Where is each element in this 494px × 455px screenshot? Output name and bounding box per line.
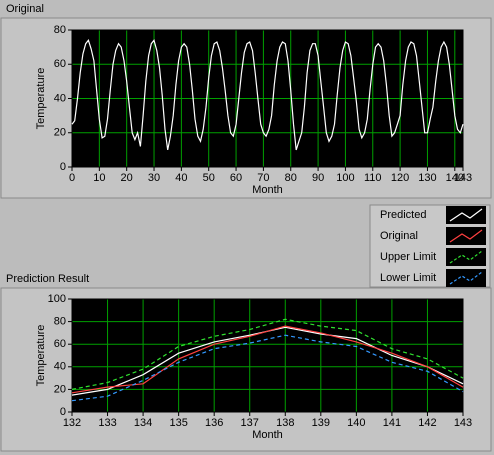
chart-title: Prediction Result [6, 273, 89, 285]
x-tick-label: 140 [446, 172, 464, 184]
y-axis-label: Temperature [35, 68, 47, 130]
legend-swatch [449, 208, 483, 222]
x-tick-label: 132 [63, 417, 81, 429]
legend-label: Original [380, 230, 418, 242]
x-tick-label: 90 [312, 172, 324, 184]
y-axis-label: Temperature [35, 325, 47, 387]
x-tick-label: 80 [285, 172, 297, 184]
x-tick-label: 134 [134, 417, 152, 429]
x-tick-label: 138 [276, 417, 294, 429]
y-tick-label: 60 [54, 58, 66, 70]
y-tick-label: 0 [60, 161, 66, 173]
y-tick-label: 80 [54, 24, 66, 36]
y-tick-label: 0 [60, 406, 66, 418]
x-tick-label: 143 [454, 417, 472, 429]
data-line [71, 318, 464, 390]
y-tick-label: 80 [54, 316, 66, 328]
y-tick-label: 100 [48, 293, 66, 305]
x-tick-label: 70 [257, 172, 269, 184]
legend-label: Lower Limit [380, 272, 436, 284]
x-tick-label: 141 [383, 417, 401, 429]
plot-border [71, 298, 464, 413]
x-tick-label: 60 [230, 172, 242, 184]
x-tick-label: 140 [347, 417, 365, 429]
y-tick-label: 20 [54, 383, 66, 395]
x-tick-label: 120 [391, 172, 409, 184]
x-tick-label: 40 [175, 172, 187, 184]
x-tick-label: 137 [241, 417, 259, 429]
x-tick-label: 50 [203, 172, 215, 184]
x-tick-label: 139 [312, 417, 330, 429]
data-line [71, 334, 464, 402]
x-axis-label: Month [252, 184, 283, 196]
legend-swatch-bg [446, 269, 486, 287]
x-tick-label: 130 [418, 172, 436, 184]
plot-area [72, 299, 463, 412]
data-line [71, 325, 464, 394]
data-line [71, 39, 464, 151]
x-tick-label: 133 [98, 417, 116, 429]
y-tick-label: 40 [54, 361, 66, 373]
legend-swatch [449, 271, 483, 285]
x-tick-label: 100 [336, 172, 354, 184]
y-tick-label: 40 [54, 92, 66, 104]
x-axis-label: Month [252, 429, 283, 441]
x-tick-label: 136 [205, 417, 223, 429]
legend-swatch [449, 229, 483, 243]
y-tick-label: 20 [54, 127, 66, 139]
legend-label: Upper Limit [380, 251, 436, 263]
legend-swatch-bg [446, 248, 486, 266]
x-tick-label: 142 [418, 417, 436, 429]
x-tick-label: 20 [121, 172, 133, 184]
y-tick-label: 60 [54, 338, 66, 350]
chart-title: Original [6, 3, 44, 15]
x-tick-label: 0 [69, 172, 75, 184]
plot-border [71, 29, 464, 168]
x-tick-label: 135 [169, 417, 187, 429]
x-tick-label: 143 [454, 172, 472, 184]
legend-label: Predicted [380, 209, 426, 221]
x-tick-label: 30 [148, 172, 160, 184]
x-tick-label: 10 [93, 172, 105, 184]
x-tick-label: 110 [364, 172, 382, 184]
legend-swatch [449, 250, 483, 264]
